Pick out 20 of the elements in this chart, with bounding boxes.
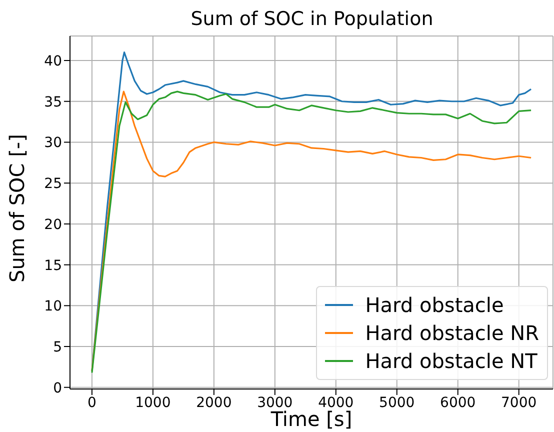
x-tick-label: 7000 — [501, 394, 537, 411]
y-tick-label: 20 — [44, 216, 62, 233]
y-tick-label: 30 — [44, 135, 62, 152]
legend-label: Hard obstacle — [365, 292, 504, 319]
x-tick-label: 0 — [87, 394, 96, 411]
x-tick-label: 6000 — [440, 394, 476, 411]
legend-label: Hard obstacle NT — [365, 348, 538, 375]
y-tick-label: 5 — [53, 339, 62, 356]
y-tick-label: 15 — [44, 258, 62, 274]
y-tick-label: 0 — [53, 380, 62, 396]
x-tick-label: 1000 — [135, 394, 171, 411]
y-tick-label: 35 — [44, 94, 62, 110]
y-tick-label: 40 — [44, 53, 62, 70]
x-tick-label: 5000 — [379, 394, 415, 411]
y-tick-label: 10 — [44, 298, 62, 315]
y-axis-title: Sum of SOC [-] — [5, 134, 30, 282]
legend-label: Hard obstacle NR — [365, 320, 539, 347]
chart-title: Sum of SOC in Population — [190, 8, 434, 30]
y-tick-label: 25 — [44, 176, 62, 192]
x-tick-label: 2000 — [196, 394, 232, 411]
